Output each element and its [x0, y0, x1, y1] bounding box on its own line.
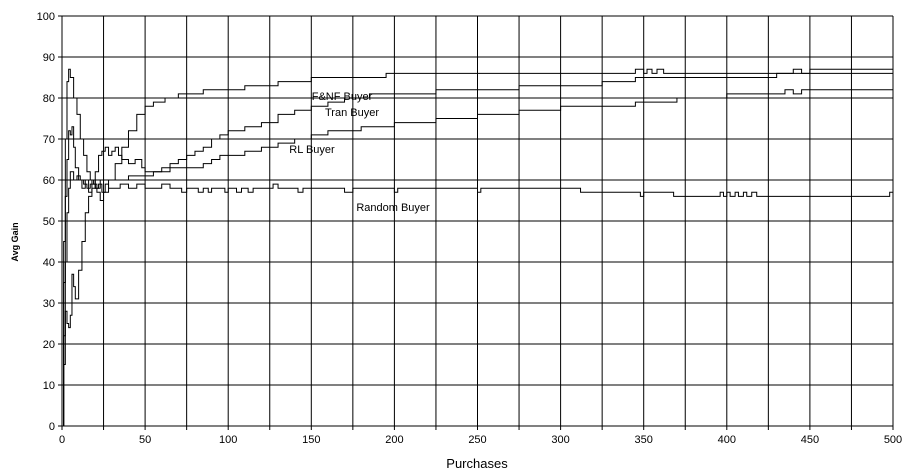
series-line-rl-buyer [62, 89, 893, 427]
x-tick-label: 400 [718, 434, 736, 446]
x-tick-label: 0 [59, 434, 65, 446]
y-tick-label: 20 [43, 339, 55, 351]
series-label-tran-buyer: Tran Buyer [325, 107, 379, 119]
x-tick-label: 50 [139, 434, 151, 446]
series-label-f-nf-buyer: F&NF Buyer [312, 91, 373, 103]
x-tick-label: 450 [801, 434, 819, 446]
y-tick-label: 70 [43, 134, 55, 146]
series-line-random-buyer [62, 126, 894, 427]
y-tick-label: 60 [43, 175, 55, 187]
tick-labels: 0 10 20 30 40 50 60 70 80 90 100 0 50 100 150 200 250 300… [37, 11, 903, 446]
x-tick-label: 200 [385, 434, 403, 446]
x-tick-label: 250 [468, 434, 486, 446]
y-tick-label: 90 [43, 52, 55, 64]
x-tick-label: 100 [219, 434, 237, 446]
series-lines [62, 68, 894, 427]
series-line-f-nf-buyer [62, 68, 893, 427]
x-tick-label: 300 [551, 434, 569, 446]
y-axis-title: Avg Gain [10, 222, 20, 261]
x-tick-label: 350 [635, 434, 653, 446]
x-axis-title: Purchases [446, 456, 508, 471]
series-labels: F&NF Buyer Tran Buyer RL Buyer Random Buyer [289, 91, 430, 214]
y-tick-label: 100 [37, 11, 55, 23]
y-tick-label: 10 [43, 380, 55, 392]
y-tick-label: 40 [43, 257, 55, 269]
series-label-random-buyer: Random Buyer [356, 202, 430, 214]
y-tick-label: 30 [43, 298, 55, 310]
y-tick-label: 80 [43, 93, 55, 105]
x-tick-label: 500 [884, 434, 902, 446]
x-tick-label: 150 [302, 434, 320, 446]
grid-lines [62, 15, 894, 426]
series-label-rl-buyer: RL Buyer [289, 144, 335, 156]
y-tick-label: 50 [43, 216, 55, 228]
axes [58, 15, 894, 430]
y-tick-label: 0 [49, 421, 55, 433]
